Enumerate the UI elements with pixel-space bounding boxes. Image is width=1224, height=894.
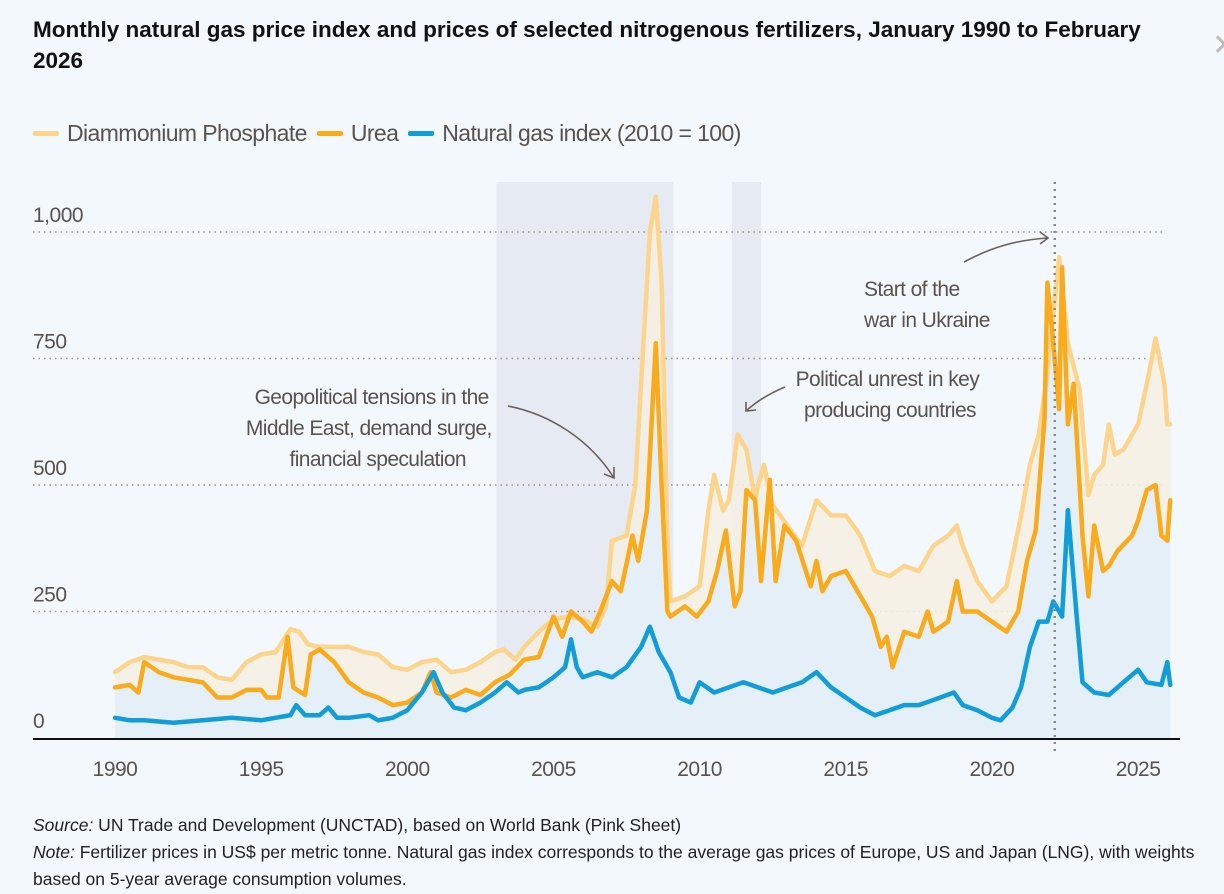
source-text: UN Trade and Development (UNCTAD), based… xyxy=(93,815,682,835)
legend-item-urea: Urea xyxy=(316,120,399,147)
source-label: Source: xyxy=(33,815,94,835)
y-tick-label: 500 xyxy=(33,457,67,480)
chart-title: Monthly natural gas price index and pric… xyxy=(33,17,1141,73)
annotation-line: Political unrest in key xyxy=(796,368,981,391)
x-tick-label: 2010 xyxy=(677,758,722,781)
legend-item-gas: Natural gas index (2010 = 100) xyxy=(408,120,741,147)
area-dap xyxy=(115,196,1171,739)
annotation-geopolitical: Geopolitical tensions in the Middle East… xyxy=(246,386,497,471)
x-tick-label: 2025 xyxy=(1116,758,1161,781)
source-line: Source: UN Trade and Development (UNCTAD… xyxy=(33,812,1203,839)
note-line: Note: Fertilizer prices in US$ per metri… xyxy=(33,839,1203,893)
y-tick-label: 1,000 xyxy=(33,204,83,227)
annotation-arrow xyxy=(745,386,786,412)
annotation-line: Middle East, demand surge, xyxy=(246,417,492,440)
annotation-war-ukraine: Start of the war in Ukraine xyxy=(863,278,990,332)
y-tick-label: 750 xyxy=(33,331,67,354)
legend: Diammonium Phosphate Urea Natural gas in… xyxy=(33,120,741,147)
annotation-arrow xyxy=(963,231,1050,263)
x-tick-label: 2005 xyxy=(531,758,576,781)
series-line-gas xyxy=(112,508,1173,726)
y-tick-label: 250 xyxy=(33,584,67,607)
legend-swatch-gas xyxy=(408,131,435,136)
note-text: Fertilizer prices in US$ per metric tonn… xyxy=(33,842,1195,889)
x-tick-label: 1990 xyxy=(93,758,138,781)
legend-item-dap: Diammonium Phosphate xyxy=(33,120,307,147)
note-label: Note: xyxy=(33,842,75,862)
annotation-line: war in Ukraine xyxy=(863,309,990,332)
close-icon[interactable]: ✕ xyxy=(1212,28,1224,63)
legend-label-urea: Urea xyxy=(350,120,399,146)
x-tick-label: 1995 xyxy=(239,758,284,781)
annotation-line: financial speculation xyxy=(289,448,466,471)
annotation-line: producing countries xyxy=(804,399,976,422)
annotation-line: Geopolitical tensions in the xyxy=(255,386,489,409)
legend-swatch-urea xyxy=(316,131,343,136)
annotation-arrow xyxy=(507,405,615,480)
legend-label-gas: Natural gas index (2010 = 100) xyxy=(442,120,741,146)
series-line-urea xyxy=(112,265,1173,708)
x-tick-label: 2020 xyxy=(970,758,1015,781)
legend-swatch-dap xyxy=(33,131,59,136)
legend-label-dap: Diammonium Phosphate xyxy=(67,120,307,146)
x-tick-label: 2000 xyxy=(385,758,430,781)
x-tick-label: 2015 xyxy=(823,758,868,781)
annotation-political-unrest: Political unrest in key producing countr… xyxy=(796,368,985,422)
annotation-line: Start of the xyxy=(864,278,960,301)
series-line-dap xyxy=(112,194,1173,683)
footer-notes: Source: UN Trade and Development (UNCTAD… xyxy=(33,812,1203,893)
y-tick-label: 0 xyxy=(33,710,44,733)
